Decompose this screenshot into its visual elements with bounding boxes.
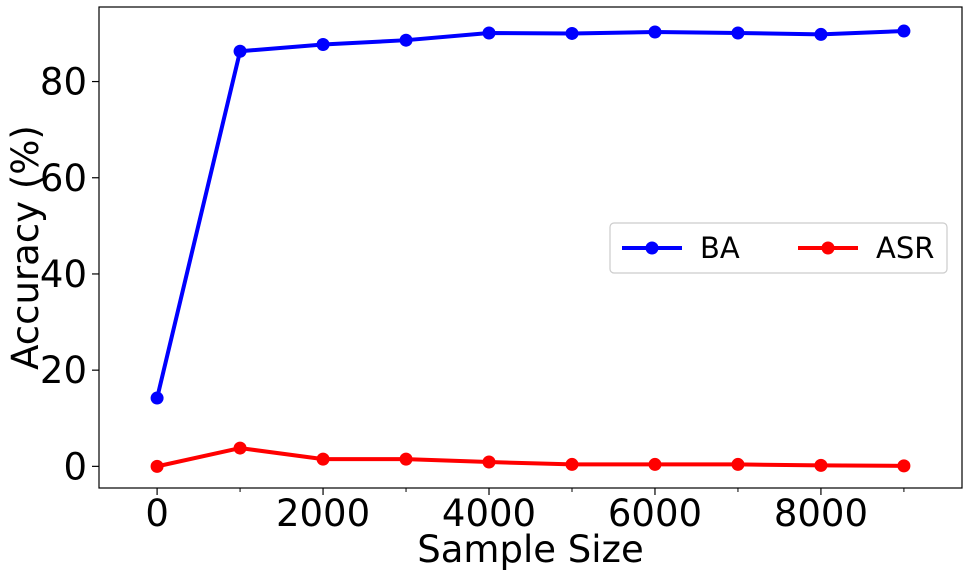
- x-tick-label: 4000: [442, 492, 536, 535]
- data-point-ba: [814, 27, 828, 41]
- y-tick-label: 0: [63, 445, 87, 488]
- data-point-ba: [399, 33, 413, 47]
- data-point-asr: [814, 458, 828, 472]
- x-tick-label: 6000: [608, 492, 702, 535]
- y-axis-title: Accuracy (%): [4, 125, 47, 370]
- legend: BA ASR: [609, 222, 948, 274]
- y-tick-label: 20: [40, 349, 87, 392]
- series-line-asr: [155, 446, 906, 469]
- legend-swatch-marker: [645, 241, 659, 255]
- axis-ticks: 0 2000 4000 6000 8000 0 20 40 60 80: [40, 61, 905, 535]
- series-line-ba: [155, 29, 906, 401]
- data-point-ba: [731, 26, 745, 40]
- data-point-asr: [731, 457, 745, 471]
- series-ba: [150, 24, 911, 405]
- x-tick-label: 8000: [774, 492, 868, 535]
- data-point-asr: [399, 452, 413, 466]
- legend-label: ASR: [876, 231, 934, 265]
- data-point-asr: [316, 452, 330, 466]
- plot-marks: [150, 24, 911, 473]
- data-point-asr: [648, 457, 662, 471]
- plot-frame: [98, 6, 963, 489]
- data-point-asr: [482, 455, 496, 469]
- legend-label: BA: [700, 231, 740, 265]
- data-point-asr: [565, 457, 579, 471]
- x-tick-label: 0: [145, 492, 169, 535]
- y-tick-label: 60: [40, 157, 87, 200]
- y-tick-label: 80: [40, 61, 87, 104]
- data-point-ba: [565, 26, 579, 40]
- series-asr: [150, 441, 911, 473]
- data-point-asr: [233, 441, 247, 455]
- data-point-ba: [150, 391, 164, 405]
- y-tick-label: 40: [40, 253, 87, 296]
- data-point-asr: [150, 459, 164, 473]
- legend-swatch-marker: [821, 241, 835, 255]
- data-point-ba: [897, 24, 911, 38]
- data-point-ba: [316, 38, 330, 52]
- data-point-ba: [648, 25, 662, 39]
- x-axis-title: Sample Size: [417, 528, 643, 571]
- x-tick-label: 2000: [276, 492, 370, 535]
- data-point-ba: [482, 26, 496, 40]
- data-point-ba: [233, 44, 247, 58]
- data-point-asr: [897, 459, 911, 473]
- legend-box: [609, 222, 948, 274]
